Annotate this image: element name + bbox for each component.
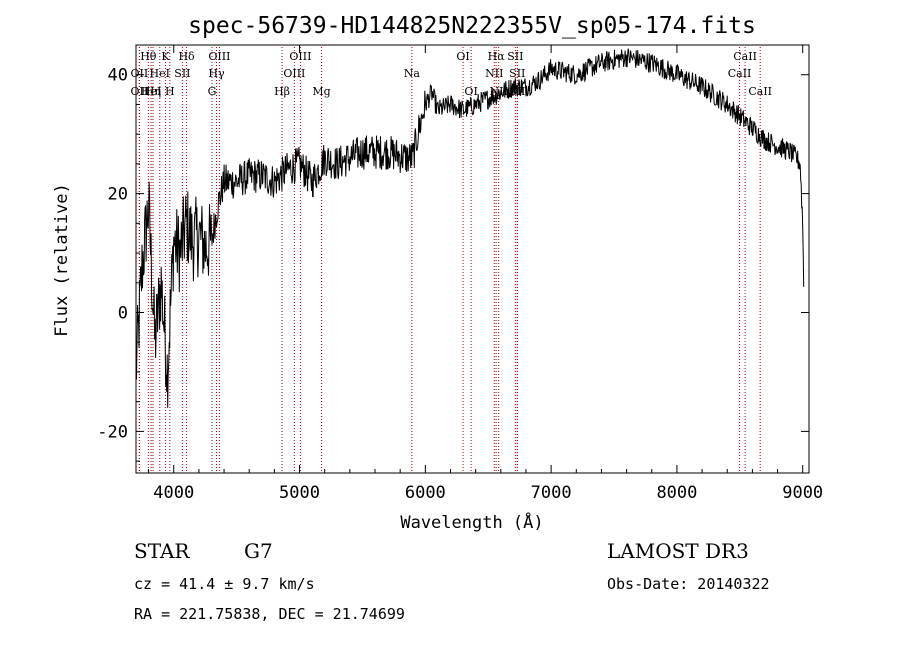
line-label-0: Hθ <box>140 50 157 63</box>
line-label-11: Hγ <box>208 67 225 80</box>
line-label-10: OIII <box>208 50 230 63</box>
line-label-28: CaII <box>748 85 772 98</box>
line-label-15: Hβ <box>274 85 290 98</box>
line-label-6: Hη <box>145 85 161 98</box>
ra-dec: RA = 221.75838, DEC = 21.74699 <box>134 605 405 623</box>
survey-name: LAMOST DR3 <box>607 539 749 563</box>
line-label-19: OI <box>464 85 477 98</box>
line-label-24: SII <box>509 67 525 80</box>
line-label-16: Mg <box>312 85 330 98</box>
observation-date: Obs-Date: 20140322 <box>607 575 770 593</box>
line-label-27: CaII <box>728 67 752 80</box>
line-label-17: Na <box>404 67 421 80</box>
line-label-13: OIII <box>289 50 311 63</box>
line-label-23: SII <box>507 50 523 63</box>
x-tick-label-0: 4000 <box>153 483 194 503</box>
line-label-20: Hα <box>488 50 506 63</box>
object-subclass: G7 <box>244 539 273 563</box>
x-tick-label-3: 7000 <box>531 483 572 503</box>
plot-frame <box>135 44 810 474</box>
x-tick-label-1: 5000 <box>279 483 320 503</box>
y-axis-ticks: -20 0 20 40 <box>97 44 809 462</box>
line-label-9: Hδ <box>178 50 195 63</box>
line-label-4: K <box>161 50 170 63</box>
line-label-21: NII <box>485 67 503 80</box>
y-tick-label-1: 0 <box>118 304 128 324</box>
line-markers <box>138 47 761 473</box>
y-axis-label: Flux (relative) <box>52 183 72 337</box>
line-label-14: OIII <box>283 67 305 80</box>
spectrum-line <box>135 48 805 408</box>
y-tick-label-3: 40 <box>108 66 128 86</box>
y-tick-label-0: -20 <box>97 422 128 442</box>
line-label-12: G <box>208 85 217 98</box>
line-label-3: HeI <box>141 85 161 98</box>
redshift-velocity: cz = 41.4 ± 9.7 km/s <box>134 575 315 593</box>
y-tick-label-2: 20 <box>108 185 128 205</box>
chart-title: spec-56739-HD144825N222355V_sp05-174.fit… <box>188 13 756 39</box>
object-class: STAR <box>134 539 190 563</box>
line-label-18: OI <box>456 50 469 63</box>
x-tick-label-5: 9000 <box>782 483 823 503</box>
line-label-7: H <box>165 85 175 98</box>
line-label-1: OII <box>131 67 149 80</box>
x-tick-label-4: 8000 <box>656 483 697 503</box>
line-label-26: CaII <box>733 50 757 63</box>
x-axis-ticks: 4000 5000 6000 7000 8000 9000 <box>148 45 823 503</box>
x-tick-label-2: 6000 <box>405 483 446 503</box>
line-label-8: SII <box>174 67 190 80</box>
x-axis-label: Wavelength (Å) <box>400 511 543 533</box>
line-label-2: OII <box>131 85 149 98</box>
line-label-5: HeI <box>150 67 170 80</box>
